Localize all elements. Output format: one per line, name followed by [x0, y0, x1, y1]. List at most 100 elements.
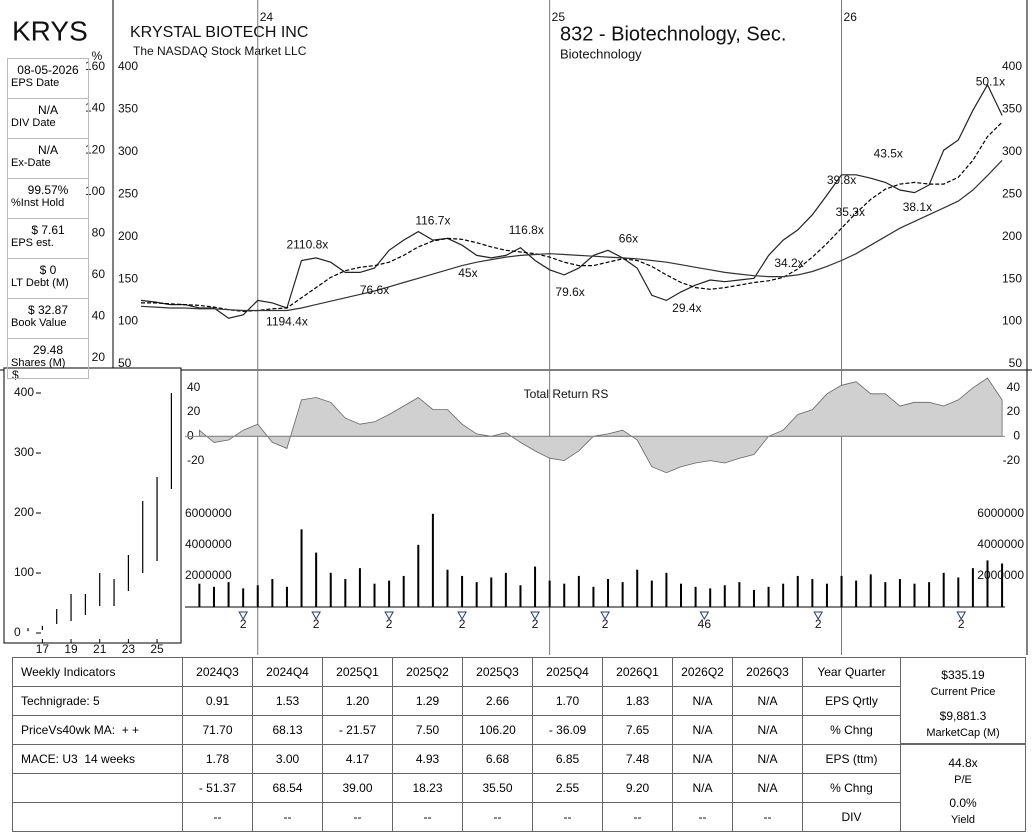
rs-title: Total Return RS	[524, 387, 609, 401]
y-tick-label: 400	[118, 59, 138, 73]
event-marker	[457, 611, 467, 621]
volume-bar	[242, 588, 245, 607]
volume-bar	[285, 586, 288, 607]
stat-label: Current Price	[930, 686, 996, 698]
y-tick-label: 20	[187, 404, 201, 418]
sidebar-item: N/A Ex-Date	[7, 138, 89, 179]
table-cell: 9.20	[602, 773, 673, 803]
table-cell: 2025Q1	[322, 657, 393, 687]
x-tick-label: 19	[64, 642, 78, 655]
table-cell: N/A	[672, 744, 733, 774]
volume-bar	[928, 582, 931, 607]
volume-bar	[519, 585, 522, 607]
volume-bar	[738, 582, 741, 607]
table-cell: --	[392, 802, 463, 832]
table-cell: 4.93	[392, 744, 463, 774]
volume-bar	[300, 529, 303, 607]
sidebar-label: EPS est.	[11, 237, 54, 249]
y-tick-label: 350	[1002, 102, 1022, 116]
table-cell: 2026Q3	[732, 657, 803, 687]
event-marker	[311, 611, 321, 621]
volume-bar	[680, 583, 682, 607]
table-cell: N/A	[732, 744, 803, 774]
event-label: 2	[958, 617, 965, 631]
pe-label: 39.8x	[827, 173, 856, 187]
volume-bar	[563, 583, 566, 607]
sidebar-value: 99.57%	[27, 183, 69, 197]
table-cell: 71.70	[182, 715, 253, 745]
stat-label: MarketCap (M)	[926, 727, 1000, 739]
event-label: 2	[602, 617, 609, 631]
sidebar-item: N/A DIV Date	[7, 98, 89, 139]
stat-value: $9,881.3	[939, 709, 987, 723]
pe-label: 79.6x	[555, 285, 584, 299]
volume-bar	[621, 582, 624, 607]
volume-bar	[752, 589, 755, 607]
stat-box	[900, 657, 1026, 744]
y-tick-label: 4000000	[977, 537, 1024, 551]
sidebar-label: %Inst Hold	[11, 197, 65, 209]
volume-bar	[315, 552, 318, 607]
sidebar-label: DIV Date	[11, 117, 56, 129]
stat-value: 0.0%	[949, 796, 977, 810]
y2-axis-label: %	[92, 49, 103, 63]
y-tick-label: 300	[14, 445, 34, 459]
table-cell: 1.53	[252, 686, 323, 716]
ticker: KRYS	[12, 15, 88, 46]
event-label: 2	[240, 617, 247, 631]
price-line	[141, 121, 1003, 313]
volume-bar	[358, 568, 361, 607]
volume-bar	[971, 568, 974, 607]
y-tick-label: 200	[1002, 229, 1022, 243]
pe-label: 45x	[458, 266, 477, 280]
x-tick-label: 21	[93, 642, 107, 655]
table-cell: N/A	[732, 773, 803, 803]
table-cell: 7.65	[602, 715, 673, 745]
sidebar-value: $ 32.87	[27, 303, 69, 317]
volume-bar	[986, 560, 989, 607]
volume-bar	[840, 575, 843, 607]
y-tick-label: 250	[118, 186, 138, 200]
event-label: 46	[698, 617, 712, 631]
x-tick-label: 25	[552, 10, 566, 24]
table-cell: 2025Q2	[392, 657, 463, 687]
table-cell: --	[252, 802, 323, 832]
pe-label: 66x	[619, 231, 638, 245]
sidebar-value: $ 7.61	[31, 223, 65, 237]
table-cell: % Chng	[802, 715, 901, 745]
y-tick-label: 100	[1002, 314, 1022, 328]
sidebar-item: $ 32.87 Book Value	[7, 298, 89, 339]
volume-bar	[592, 586, 595, 607]
table-row: - 51.37 68.54 39.00 18.23 35.50 2.55 9.20 N/A N/…	[12, 773, 901, 803]
event-marker	[384, 611, 394, 621]
inset-frame	[3, 367, 182, 644]
volume-bar	[1001, 563, 1004, 607]
volume-bar	[855, 580, 858, 607]
table-cell: N/A	[672, 715, 733, 745]
sidebar-label: LT Debt (M)	[11, 277, 69, 289]
y2-tick-label: 20	[92, 350, 106, 364]
volume-bar	[271, 579, 274, 607]
sidebar-label: Book Value	[11, 317, 67, 329]
y-tick-label: 100	[14, 565, 34, 579]
table-cell: 1.20	[322, 686, 393, 716]
y-tick-label: -20	[187, 453, 205, 467]
table-body: Weekly Indicators 2024Q3 2024Q4 2025Q1 2025Q…	[12, 657, 901, 832]
y-tick-label: 2000000	[977, 568, 1024, 582]
pe-label: 2110.8x	[286, 237, 328, 251]
stat-label: P/E	[954, 774, 972, 786]
volume-bar	[534, 566, 537, 607]
volume-bar	[782, 583, 785, 607]
volume-bar	[388, 580, 391, 607]
pe-label: 1194.4x	[266, 315, 308, 329]
y-tick-label: 0	[1013, 428, 1020, 442]
table-cell: --	[732, 802, 803, 832]
sub-industry: Biotechnology	[560, 46, 642, 61]
table-row: -- -- -- -- -- -- -- -- -- DIV	[12, 802, 901, 832]
volume-bar	[256, 585, 259, 607]
x-tick-label: 26	[844, 10, 858, 24]
y-tick-label: 150	[118, 271, 138, 285]
y-tick-label: 200	[118, 229, 138, 243]
table-cell: 2.55	[532, 773, 603, 803]
volume-bar	[475, 582, 478, 607]
